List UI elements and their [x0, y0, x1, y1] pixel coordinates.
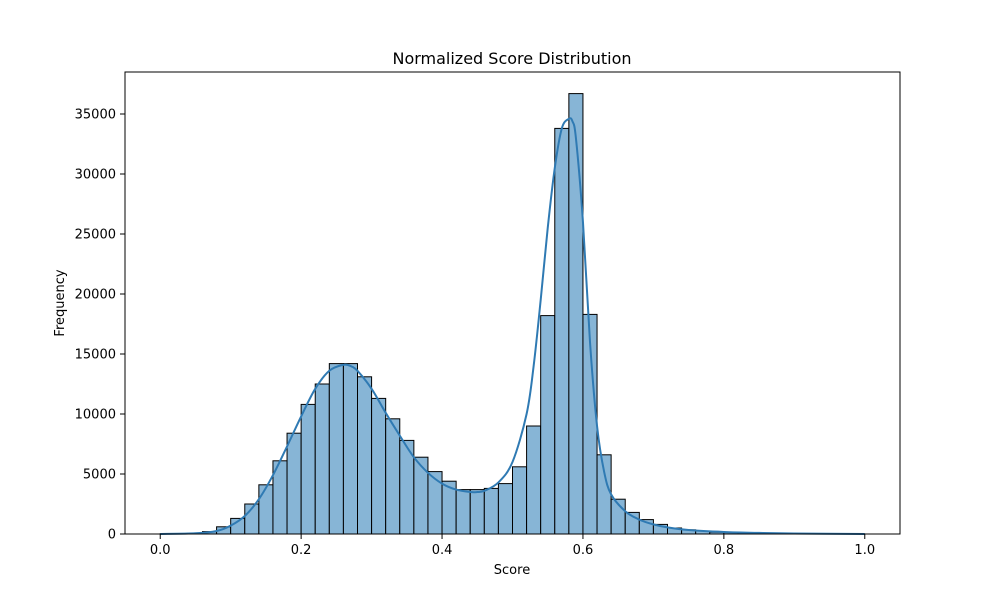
- histogram-bar: [328, 363, 344, 535]
- histogram-bar: [342, 363, 358, 535]
- histogram-bar: [427, 471, 443, 535]
- y-tick-label: 5000: [83, 468, 116, 483]
- y-tick-label: 25000: [75, 228, 116, 243]
- x-axis-label: Score: [494, 563, 530, 578]
- y-tick-label: 35000: [75, 108, 116, 123]
- histogram-bar: [483, 487, 499, 535]
- histogram-bar: [300, 403, 316, 535]
- histogram-bar: [357, 376, 373, 535]
- histogram-bar: [568, 93, 584, 535]
- y-axis-label: Frequency: [53, 269, 68, 336]
- histogram-bar: [314, 383, 330, 535]
- x-tick-label: 1.0: [854, 543, 875, 558]
- histogram-bar: [554, 127, 570, 535]
- y-tick-label: 20000: [75, 288, 116, 303]
- x-tick-label: 0.2: [291, 543, 312, 558]
- plot-frame: [124, 71, 901, 535]
- y-tick-label: 10000: [75, 408, 116, 423]
- histogram-bar: [258, 484, 274, 535]
- chart-title: Normalized Score Distribution: [392, 49, 631, 68]
- y-tick-label: 0: [108, 528, 116, 543]
- x-tick-label: 0.8: [714, 543, 735, 558]
- x-axis: 0.0 0.2 0.4 0.6 0.8 1.0: [150, 534, 875, 558]
- histogram-bar: [512, 466, 528, 535]
- histogram-bar: [371, 397, 387, 535]
- histogram-bar: [497, 483, 513, 535]
- histogram-bar: [455, 489, 471, 535]
- histogram-bar: [540, 315, 556, 535]
- x-tick-label: 0.0: [150, 543, 171, 558]
- y-tick-label: 15000: [75, 348, 116, 363]
- kde-layer: [160, 117, 865, 535]
- x-tick-label: 0.4: [432, 543, 453, 558]
- y-tick-label: 30000: [75, 168, 116, 183]
- y-axis: 0 5000 10000 15000 20000 25000 30000 35000: [75, 108, 125, 543]
- x-tick-label: 0.6: [573, 543, 594, 558]
- histogram-bar: [413, 456, 429, 535]
- histogram-bar: [526, 425, 542, 535]
- histogram-bar: [385, 418, 401, 535]
- histogram-bar: [469, 489, 485, 535]
- histogram-bar: [286, 432, 302, 535]
- kde-curve: [160, 117, 865, 535]
